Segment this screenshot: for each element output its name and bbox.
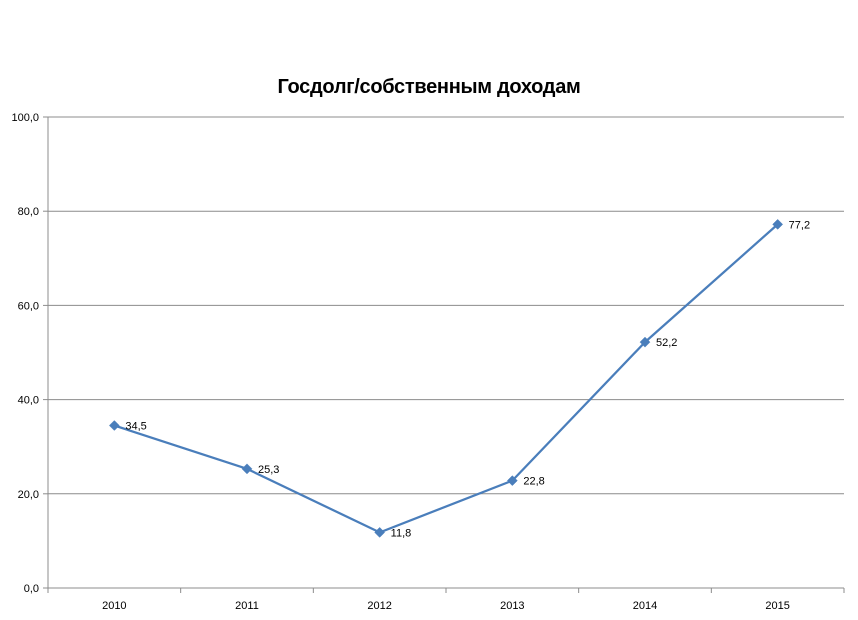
y-tick-label: 60,0 <box>18 300 39 312</box>
chart-title: Госдолг/собственным доходам <box>277 76 581 98</box>
y-tick-label: 20,0 <box>18 489 39 501</box>
x-axis-tick-labels: 2010 2011 2012 2013 2014 2015 <box>102 600 790 612</box>
y-tick-label: 80,0 <box>18 206 39 218</box>
data-point-marker <box>506 475 518 486</box>
data-point-marker <box>772 219 784 230</box>
data-label: 22,8 <box>523 476 544 488</box>
data-point-marker <box>639 336 651 348</box>
data-label: 77,2 <box>789 219 810 231</box>
series-group <box>113 223 779 534</box>
data-point-marker <box>241 463 253 475</box>
data-point-marker <box>108 420 120 431</box>
axes <box>43 116 845 593</box>
data-label: 52,2 <box>656 337 677 349</box>
x-tick-label: 2014 <box>633 600 657 612</box>
x-tick-label: 2013 <box>500 600 524 612</box>
data-label: 34,5 <box>125 421 146 433</box>
x-tick-label: 2015 <box>765 600 789 612</box>
x-tick-label: 2011 <box>235 600 259 612</box>
data-label: 11,8 <box>391 527 412 539</box>
y-tick-label: 100,0 <box>11 112 39 124</box>
x-tick-label: 2010 <box>102 600 126 612</box>
series-line <box>113 223 779 534</box>
gridlines <box>48 116 844 495</box>
data-point-marker <box>374 527 386 538</box>
data-labels: 34,5 25,3 11,8 22,8 52,2 77,2 <box>125 219 810 539</box>
y-tick-label: 40,0 <box>18 395 39 407</box>
y-axis-tick-labels: 0,0 20,0 40,0 60,0 80,0 100,0 <box>11 112 39 595</box>
data-markers <box>108 219 784 538</box>
data-label: 25,3 <box>258 464 279 476</box>
x-tick-label: 2012 <box>367 600 391 612</box>
y-tick-label: 0,0 <box>24 583 39 595</box>
